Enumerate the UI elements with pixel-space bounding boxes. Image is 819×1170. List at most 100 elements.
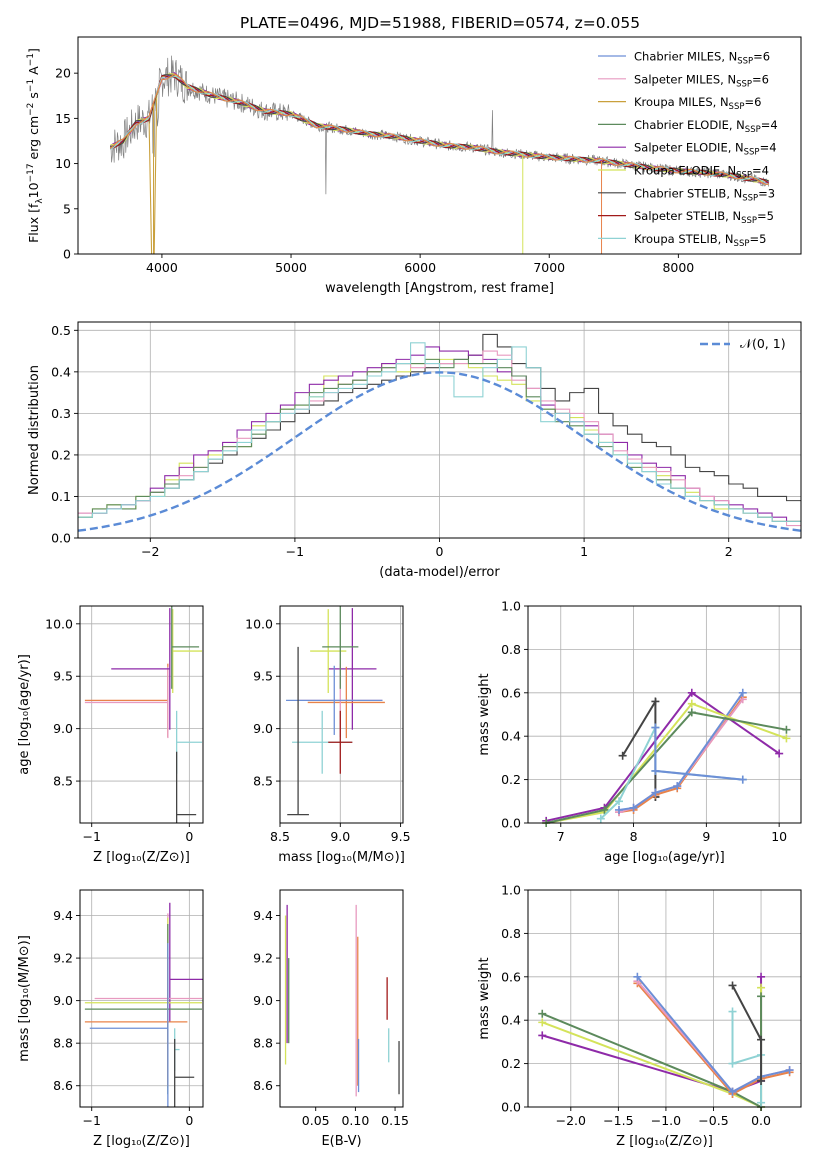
axes-frame — [79, 889, 204, 1108]
x-axis-label: Z [log₁₀(Z/Z⊙)] — [616, 1134, 713, 1149]
legend-label-text: Salpeter ELODIE, N — [634, 141, 744, 155]
series-marker — [600, 805, 609, 814]
figure-title: PLATE=0496, MJD=51988, FIBERID=0574, z=0… — [240, 14, 640, 32]
y-tick-label: 0 — [63, 247, 71, 262]
y-label-part: A — [26, 66, 41, 79]
axes-frame — [77, 36, 802, 255]
residuals-panel: −2 −1 0 1 2 0.0 0.1 0.2 0.3 0.4 0.5 (data-model)/er… — [27, 321, 802, 580]
series-marker — [618, 751, 627, 760]
weight-series — [618, 692, 744, 811]
x-tick-label: 8.5 — [270, 829, 290, 844]
age_vs_Z-panel: −1 0 8.5 9.0 9.5 10.0 Z [log₁₀(Z/Z⊙)] age [log₁… — [17, 605, 204, 865]
model-spectrum — [109, 75, 769, 186]
y-label-part: −17 — [26, 163, 36, 182]
x-tick-label: 4000 — [146, 260, 178, 275]
x-tick-label: 6000 — [404, 260, 436, 275]
y-tick-label: 0.8 — [501, 642, 521, 657]
y-tick-label: 1.0 — [501, 599, 521, 614]
x-tick-label: 7 — [557, 829, 565, 844]
series-marker — [651, 766, 660, 775]
mass_vs_Z-panel: −1 0 8.6 8.8 9.0 9.2 9.4 Z [log₁₀(Z/Z⊙)] mass [l… — [17, 889, 204, 1149]
axes-frame — [279, 605, 404, 824]
y-tick-label: 9.0 — [53, 993, 73, 1008]
x-tick-label: 0 — [185, 829, 193, 844]
x-axis-label: age [log₁₀(age/yr)] — [604, 850, 725, 865]
errorbars — [84, 902, 203, 1107]
series-marker — [687, 699, 696, 708]
errorbars — [84, 606, 203, 823]
y-tick-label: 10.0 — [245, 616, 273, 631]
y-tick-label: 0.0 — [501, 1100, 521, 1115]
y-tick-label: 8.6 — [253, 1078, 273, 1093]
legend-label-sub: SSP — [729, 102, 745, 112]
axes-frame — [527, 605, 802, 824]
model-spectrum — [109, 73, 769, 185]
y-axis-label: mass weight — [477, 673, 492, 755]
y-tick-label: 0.1 — [51, 489, 71, 504]
series-marker — [728, 1007, 737, 1016]
series-marker — [775, 749, 784, 758]
y-tick-label: 0.4 — [501, 729, 521, 744]
legend-label-sub: SSP — [742, 193, 758, 203]
series-marker — [782, 725, 791, 734]
y-tick-label: 15 — [55, 111, 71, 126]
x-tick-label: 8 — [630, 829, 638, 844]
y-tick-label: 0.0 — [501, 816, 521, 831]
y-tick-label: 9.2 — [253, 951, 273, 966]
x-tick-label: −1.0 — [651, 1113, 681, 1128]
y-tick-label: 0.4 — [501, 1013, 521, 1028]
legend-label-value: =5 — [749, 232, 766, 246]
x-axis-label: E(B-V) — [321, 1134, 361, 1149]
series-marker — [615, 797, 623, 806]
legend-label-text: Chabrier MILES, N — [634, 50, 737, 64]
series-marker — [757, 1098, 766, 1107]
y-tick-label: 20 — [55, 66, 71, 81]
x-tick-label: 9.0 — [330, 829, 350, 844]
legend-label-text: Salpeter MILES, N — [634, 72, 736, 86]
y-tick-label: 0.5 — [51, 323, 71, 338]
mass_vs_ebv-panel: 0.05 0.10 0.15 8.6 8.8 9.0 9.2 9.4 E(B-V) — [253, 889, 409, 1149]
x-tick-label: 7000 — [533, 260, 565, 275]
legend-label-text: Chabrier STELIB, N — [634, 186, 742, 200]
series-marker — [738, 688, 747, 697]
y-tick-label: 0.0 — [51, 531, 71, 546]
y-tick-label: 9.0 — [253, 993, 273, 1008]
legend-label: 𝒩(0, 1) — [740, 336, 786, 351]
legend-label-value: =6 — [752, 72, 769, 86]
x-tick-label: 0 — [436, 544, 444, 559]
weight_vs_age-panel: 7 8 9 10 0.0 0.2 0.4 0.6 0.8 1.0 age [log₁₀(age/yr… — [477, 599, 802, 865]
series-marker — [757, 1035, 766, 1044]
legend-label-sub: SSP — [737, 57, 753, 67]
y-tick-label: 8.8 — [53, 1036, 73, 1051]
series-marker — [651, 788, 660, 797]
x-axis-label: Z [log₁₀(Z/Z⊙)] — [93, 1134, 190, 1149]
x-axis-label: wavelength [Angstrom, rest frame] — [325, 281, 554, 296]
x-tick-label: 0.10 — [341, 1113, 369, 1128]
series-marker — [687, 688, 696, 697]
axes-frame — [279, 889, 404, 1108]
x-tick-label: 0.15 — [381, 1113, 409, 1128]
x-tick-label: 5000 — [275, 260, 307, 275]
histogram-series — [78, 342, 801, 522]
x-tick-label: 2 — [725, 544, 733, 559]
axes-frame — [527, 889, 802, 1108]
weight-series — [545, 711, 787, 824]
errorbars — [284, 904, 400, 1097]
legend-label: Kroupa ELODIE, NSSP=4 — [634, 164, 769, 181]
y-tick-label: 5 — [63, 201, 71, 216]
legend-label: Salpeter STELIB, NSSP=5 — [634, 209, 774, 226]
y-label-part: −2 — [26, 103, 36, 116]
series-marker — [629, 803, 638, 812]
spectrum-panel: 4000 5000 6000 7000 8000 0 5 10 15 20 wavelength [… — [26, 36, 802, 296]
y-tick-label: 0.6 — [501, 685, 521, 700]
legend-label-sub: SSP — [744, 148, 760, 158]
y-tick-label: 8.6 — [53, 1078, 73, 1093]
legend-label-sub: SSP — [745, 125, 761, 135]
age_vs_mass-panel: 8.5 9.0 9.5 8.5 9.0 9.5 10.0 mass [log₁₀(M/M⊙)] — [245, 605, 411, 865]
series-marker — [782, 734, 791, 743]
weight-series — [636, 982, 790, 1096]
y-tick-label: 0.4 — [51, 364, 71, 379]
legend-label-value: =4 — [760, 141, 777, 155]
